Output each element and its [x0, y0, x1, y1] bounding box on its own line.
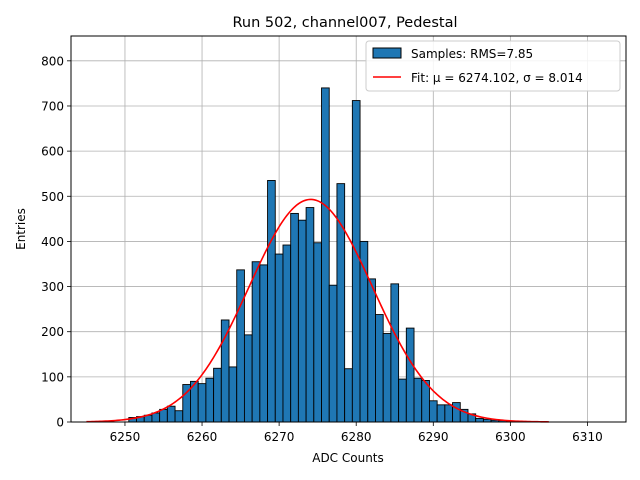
x-tick-label: 6310 [572, 430, 603, 444]
histogram-bar [159, 408, 168, 423]
y-tick-label: 300 [41, 280, 64, 294]
x-tick-label: 6290 [418, 430, 449, 444]
x-tick-label: 6300 [495, 430, 526, 444]
histogram-bar [197, 383, 207, 423]
x-tick-label: 6250 [110, 430, 141, 444]
histogram-bar [452, 402, 461, 423]
histogram-bar [444, 404, 454, 423]
histogram-bar [251, 261, 261, 423]
legend-box [365, 40, 621, 92]
y-tick-label: 0 [56, 416, 64, 430]
histogram-bar [398, 378, 407, 423]
histogram-bar [174, 410, 184, 423]
plot-frame [70, 35, 627, 423]
histogram-bar [243, 334, 253, 423]
histogram-bar [166, 405, 176, 423]
y-tick-label: 500 [41, 190, 64, 204]
histogram-bar [282, 244, 292, 423]
histogram-bar [428, 400, 438, 423]
chart-title: Run 502, channel007, Pedestal [232, 15, 457, 31]
x-tick-label: 6260 [187, 430, 218, 444]
histogram-bar [305, 207, 315, 423]
legend-histogram-label: Samples: RMS=7.85 [411, 47, 533, 61]
legend: Samples: RMS=7.85 Fit: μ = 6274.102, σ =… [365, 40, 621, 92]
y-tick-label: 600 [41, 145, 64, 159]
x-axis-label: ADC Counts [312, 451, 384, 465]
histogram-bar [375, 314, 384, 423]
y-axis-ticks: 0 100 200 300 400 500 600 700 800 [41, 54, 71, 430]
histogram-bar [236, 269, 245, 423]
histogram-bar [274, 253, 284, 423]
x-tick-label: 6280 [341, 430, 372, 444]
y-tick-label: 200 [41, 325, 64, 339]
gaussian-fit-line [86, 198, 549, 423]
x-tick-label: 6270 [264, 430, 295, 444]
histogram-bar [213, 367, 222, 423]
histogram-bar [344, 368, 353, 423]
histogram-bar [475, 417, 484, 423]
histogram-bar [351, 100, 361, 423]
legend-fit-label: Fit: μ = 6274.102, σ = 8.014 [411, 71, 583, 85]
histogram-bar [328, 284, 338, 423]
histogram-bars [128, 87, 515, 423]
histogram-bar [390, 283, 400, 423]
histogram-bar [367, 278, 376, 423]
x-axis-ticks: 6250 6260 6270 6280 6290 6300 6310 [110, 422, 603, 444]
histogram-bar [205, 377, 215, 423]
histogram-bar [313, 242, 322, 423]
y-tick-label: 400 [41, 235, 64, 249]
y-axis-label: Entries [14, 208, 28, 250]
histogram-bar [321, 87, 330, 423]
y-tick-label: 800 [41, 54, 64, 68]
histogram-bar [267, 180, 276, 423]
histogram-bar [405, 327, 415, 423]
y-tick-label: 700 [41, 99, 64, 113]
histogram-bar [413, 377, 423, 423]
grid-lines [71, 36, 626, 423]
histogram-bar [151, 412, 161, 423]
histogram-bar [259, 264, 269, 423]
histogram-bar [382, 333, 392, 423]
histogram-bar [297, 219, 307, 423]
legend-histogram-swatch [372, 47, 402, 59]
y-tick-label: 100 [41, 370, 64, 384]
histogram-bar [290, 212, 299, 423]
histogram-bar [436, 404, 446, 423]
histogram-bar [228, 366, 238, 423]
